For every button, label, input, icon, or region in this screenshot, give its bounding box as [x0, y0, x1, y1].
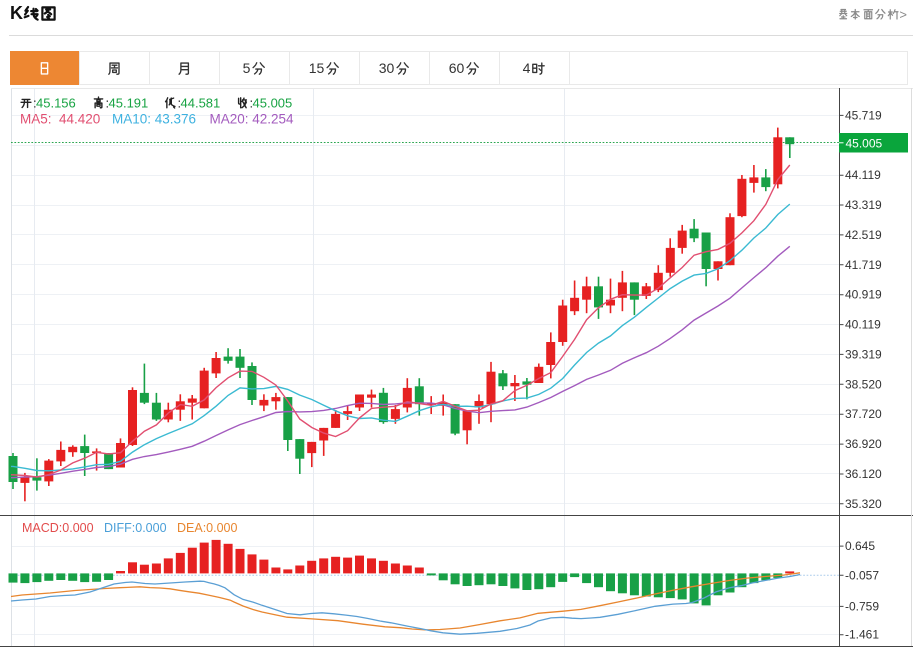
svg-text:36.120: 36.120: [845, 467, 882, 481]
svg-text:40.919: 40.919: [845, 288, 882, 302]
svg-text:DEA:0.000: DEA:0.000: [177, 521, 238, 535]
svg-text:38.520: 38.520: [845, 377, 882, 391]
svg-text:-1.461: -1.461: [845, 628, 879, 642]
svg-text::: :: [250, 95, 254, 110]
svg-text:MA20: 42.254: MA20: 42.254: [210, 112, 295, 127]
svg-text:MA5: 44.420: MA5: 44.420: [20, 112, 100, 127]
svg-text:0.645: 0.645: [845, 539, 875, 553]
svg-text:45.719: 45.719: [845, 108, 882, 122]
svg-text:DIFF:0.000: DIFF:0.000: [104, 521, 167, 535]
svg-text:36.920: 36.920: [845, 437, 882, 451]
svg-text::: :: [178, 95, 182, 110]
svg-text:39.319: 39.319: [845, 347, 882, 361]
svg-text::: :: [33, 95, 37, 110]
svg-text:42.519: 42.519: [845, 228, 882, 242]
svg-text:MACD:0.000: MACD:0.000: [22, 521, 94, 535]
svg-text:37.720: 37.720: [845, 407, 882, 421]
svg-text:MA10: 43.376: MA10: 43.376: [112, 112, 196, 127]
svg-text:45.156: 45.156: [36, 95, 76, 110]
svg-text:41.719: 41.719: [845, 258, 882, 272]
svg-text:44.119: 44.119: [845, 168, 881, 182]
svg-text::: :: [106, 95, 110, 110]
svg-text:45.005: 45.005: [846, 137, 883, 151]
svg-text:45.191: 45.191: [109, 95, 149, 110]
svg-text:40.119: 40.119: [845, 318, 881, 332]
svg-text:43.319: 43.319: [845, 198, 882, 212]
svg-text:45.005: 45.005: [253, 95, 293, 110]
svg-text:44.581: 44.581: [181, 95, 221, 110]
svg-text:-0.057: -0.057: [845, 568, 879, 582]
svg-text:35.320: 35.320: [845, 497, 882, 511]
svg-text:-0.759: -0.759: [845, 599, 879, 613]
